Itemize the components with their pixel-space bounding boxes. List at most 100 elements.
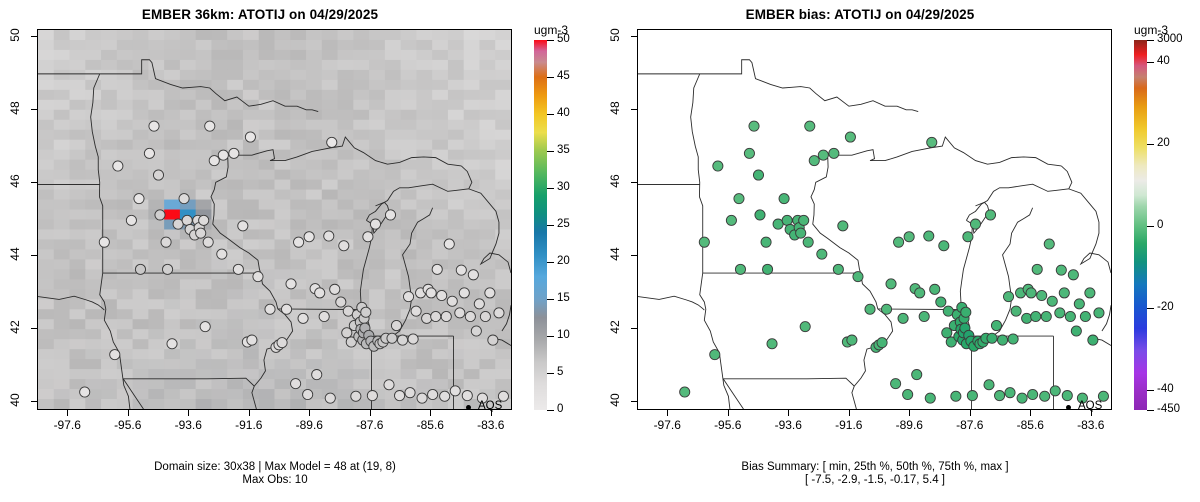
observation-point[interactable] <box>324 392 336 404</box>
observation-point[interactable] <box>864 303 876 315</box>
observation-point[interactable] <box>1016 392 1028 404</box>
observation-point[interactable] <box>436 289 448 302</box>
observation-point[interactable] <box>960 306 972 318</box>
observation-point[interactable] <box>416 392 428 404</box>
observation-point[interactable] <box>493 307 505 319</box>
observation-point[interactable] <box>350 390 362 402</box>
observation-point[interactable] <box>852 271 864 283</box>
observation-point[interactable] <box>98 236 110 248</box>
observation-point[interactable] <box>133 193 145 205</box>
observation-point[interactable] <box>997 334 1009 346</box>
observation-point[interactable] <box>881 303 893 315</box>
observation-point[interactable] <box>314 287 326 299</box>
observation-point[interactable] <box>804 120 816 132</box>
observation-point[interactable] <box>828 147 840 159</box>
observation-point[interactable] <box>461 390 473 402</box>
observation-point[interactable] <box>817 149 829 161</box>
observation-point[interactable] <box>1070 325 1082 337</box>
observation-point[interactable] <box>303 231 315 243</box>
observation-point[interactable] <box>403 291 415 303</box>
observation-point[interactable] <box>198 214 210 226</box>
observation-point[interactable] <box>318 310 330 323</box>
observation-point[interactable] <box>443 238 455 250</box>
observation-point[interactable] <box>808 155 820 167</box>
observation-point[interactable] <box>345 336 357 348</box>
observation-point[interactable] <box>1043 238 1055 250</box>
observation-point[interactable] <box>290 378 302 390</box>
observation-point[interactable] <box>941 327 953 339</box>
observation-point[interactable] <box>762 263 774 275</box>
observation-point[interactable] <box>467 269 479 281</box>
observation-point[interactable] <box>297 312 309 324</box>
observation-point[interactable] <box>366 390 378 402</box>
observation-point[interactable] <box>1064 310 1076 323</box>
observation-point[interactable] <box>311 369 323 381</box>
observation-point[interactable] <box>986 332 998 344</box>
observation-point[interactable] <box>938 240 950 252</box>
observation-point[interactable] <box>802 236 814 248</box>
observation-point[interactable] <box>208 155 220 167</box>
observation-point[interactable] <box>799 321 811 333</box>
observation-point[interactable] <box>1007 333 1019 345</box>
observation-point[interactable] <box>431 263 443 275</box>
observation-point[interactable] <box>204 120 216 132</box>
observation-point[interactable] <box>712 160 724 172</box>
observation-point[interactable] <box>264 303 276 315</box>
observation-point[interactable] <box>470 325 482 337</box>
observation-point[interactable] <box>109 349 121 361</box>
observation-point[interactable] <box>458 287 470 299</box>
observation-point[interactable] <box>166 338 178 350</box>
observation-point[interactable] <box>430 310 442 323</box>
observation-point[interactable] <box>903 231 915 243</box>
observation-point[interactable] <box>926 136 938 148</box>
observation-point[interactable] <box>832 263 844 275</box>
observation-point[interactable] <box>902 388 914 400</box>
observation-point[interactable] <box>181 214 193 226</box>
observation-point[interactable] <box>816 248 828 260</box>
observation-point[interactable] <box>923 230 935 242</box>
observation-point[interactable] <box>798 214 810 226</box>
observation-point[interactable] <box>397 334 409 346</box>
observation-point[interactable] <box>725 214 737 226</box>
observation-point[interactable] <box>228 147 240 159</box>
observation-point[interactable] <box>766 338 778 350</box>
observation-point[interactable] <box>1093 307 1105 319</box>
observation-point[interactable] <box>837 220 849 232</box>
observation-point[interactable] <box>276 337 288 349</box>
observation-point[interactable] <box>1027 388 1039 400</box>
observation-point[interactable] <box>341 327 353 339</box>
observation-point[interactable] <box>1010 305 1022 317</box>
observation-point[interactable] <box>945 336 957 348</box>
observation-point[interactable] <box>1097 390 1109 402</box>
observation-point[interactable] <box>1061 390 1073 402</box>
observation-point[interactable] <box>994 390 1006 402</box>
observation-point[interactable] <box>410 305 422 317</box>
observation-point[interactable] <box>918 310 930 323</box>
observation-point[interactable] <box>281 303 293 315</box>
observation-point[interactable] <box>152 169 165 181</box>
observation-point[interactable] <box>338 240 350 252</box>
observation-point[interactable] <box>1046 295 1058 307</box>
observation-point[interactable] <box>232 263 244 275</box>
observation-point[interactable] <box>733 193 745 205</box>
observation-point[interactable] <box>404 387 416 399</box>
observation-point[interactable] <box>743 147 755 159</box>
observation-point[interactable] <box>479 310 491 323</box>
observation-point[interactable] <box>335 296 347 308</box>
observation-point[interactable] <box>1030 310 1042 323</box>
observation-point[interactable] <box>1054 307 1066 319</box>
observation-point[interactable] <box>1040 310 1052 323</box>
observation-point[interactable] <box>362 231 374 243</box>
observation-point[interactable] <box>679 386 691 398</box>
observation-point[interactable] <box>950 390 962 402</box>
observation-point[interactable] <box>795 227 807 239</box>
observation-point[interactable] <box>497 390 509 402</box>
observation-point[interactable] <box>1084 287 1096 299</box>
observation-point[interactable] <box>323 230 335 242</box>
observation-point[interactable] <box>1055 264 1067 276</box>
observation-point[interactable] <box>369 218 381 230</box>
observation-point[interactable] <box>966 390 978 402</box>
observation-point[interactable] <box>125 214 137 226</box>
observation-point[interactable] <box>484 287 496 299</box>
observation-point[interactable] <box>924 392 936 404</box>
